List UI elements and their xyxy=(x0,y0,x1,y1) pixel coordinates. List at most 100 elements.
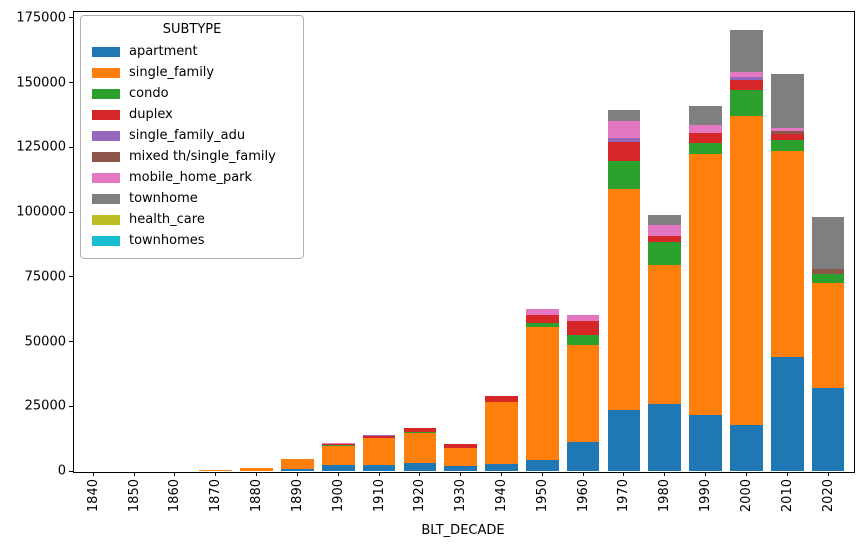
bar-segment-2000-duplex xyxy=(730,80,763,90)
bar-segment-1880-single_family xyxy=(240,468,273,471)
x-tick-label-1910: 1910 xyxy=(371,479,387,513)
legend-swatch-icon xyxy=(92,214,120,225)
bar-segment-1990-single_family xyxy=(689,153,722,416)
bar-segment-1990-apartment xyxy=(689,415,722,471)
legend-label: health_care xyxy=(129,212,205,227)
x-tick-label-1890: 1890 xyxy=(289,479,305,513)
x-tick-mark xyxy=(378,472,380,476)
x-tick-label-1930: 1930 xyxy=(453,479,469,513)
bar-segment-2020-condo xyxy=(811,274,845,284)
y-tick-label: 125000 xyxy=(16,139,66,155)
x-tick-mark xyxy=(92,472,94,476)
x-tick-label-1840: 1840 xyxy=(85,479,101,513)
legend-swatch-icon xyxy=(92,235,120,246)
x-tick-mark xyxy=(705,472,707,476)
bar-segment-2010-mixed_th_single_family xyxy=(770,130,804,134)
x-tick-label-1920: 1920 xyxy=(412,479,428,513)
bar-1920 xyxy=(403,428,437,471)
bar-segment-2000-mobile_home_park xyxy=(730,72,763,78)
legend-item-duplex: duplex xyxy=(89,104,295,125)
legend-item-health_care: health_care xyxy=(89,209,295,230)
bar-segment-1910-apartment xyxy=(362,464,396,471)
bar-segment-1890-duplex xyxy=(281,458,314,460)
x-tick-mark xyxy=(827,472,829,476)
bar-segment-2010-mobile_home_park xyxy=(770,128,804,131)
bar-segment-1950-duplex xyxy=(525,315,559,324)
legend-label: mobile_home_park xyxy=(129,170,253,185)
legend-swatch-icon xyxy=(92,151,120,162)
bar-segment-2020-apartment xyxy=(811,388,845,471)
bar-segment-1980-apartment xyxy=(648,404,682,471)
bar-segment-1980-condo xyxy=(648,241,682,266)
x-tick-label-1950: 1950 xyxy=(534,479,550,513)
bar-segment-1910-single_family xyxy=(362,438,396,465)
bar-segment-1940-duplex xyxy=(485,396,518,403)
bar-segment-1900-duplex xyxy=(321,443,355,446)
legend-label: single_family_adu xyxy=(129,128,246,143)
x-tick-mark xyxy=(664,472,666,476)
x-tick-label-1990: 1990 xyxy=(698,479,714,513)
x-tick-mark xyxy=(745,472,747,476)
x-tick-mark xyxy=(174,472,176,476)
bar-1870 xyxy=(199,469,233,471)
bar-segment-1960-single_family xyxy=(566,344,600,442)
legend-item-townhome: townhome xyxy=(89,188,295,209)
bar-segment-1900-mobile_home_park xyxy=(321,442,355,444)
bar-1960 xyxy=(566,314,600,471)
legend-item-mixed_th_single_family: mixed th/single_family xyxy=(89,146,295,167)
bar-segment-1940-single_family xyxy=(485,402,518,464)
bar-2020 xyxy=(811,216,845,471)
x-tick-label-2010: 2010 xyxy=(779,479,795,513)
y-tick-mark xyxy=(69,146,73,148)
x-tick-mark xyxy=(541,472,543,476)
bar-segment-1980-townhome xyxy=(648,215,682,226)
bar-segment-1870-single_family xyxy=(199,469,233,471)
bar-segment-1970-single_family_adu xyxy=(607,138,641,142)
bar-segment-1900-apartment xyxy=(321,465,355,471)
legend: SUBTYPE apartment single_family condo duple… xyxy=(80,15,304,259)
bar-1980 xyxy=(648,215,682,471)
bar-segment-2000-single_family_adu xyxy=(730,77,763,81)
bar-segment-2020-townhome xyxy=(811,216,845,270)
legend-item-apartment: apartment xyxy=(89,41,295,62)
bar-segment-1930-single_family xyxy=(444,447,478,466)
bar-segment-1970-apartment xyxy=(607,410,641,471)
bar-segment-1930-apartment xyxy=(444,465,478,471)
bar-segment-1960-mobile_home_park xyxy=(566,314,600,321)
x-tick-mark xyxy=(296,472,298,476)
y-tick-mark xyxy=(69,341,73,343)
bar-segment-1890-single_family xyxy=(281,459,314,469)
bar-segment-2010-apartment xyxy=(770,356,804,471)
bar-segment-1970-mobile_home_park xyxy=(607,120,641,139)
x-tick-mark xyxy=(419,472,421,476)
legend-swatch-icon xyxy=(92,109,120,120)
bar-segment-1920-condo xyxy=(403,432,437,433)
legend-item-single_family_adu: single_family_adu xyxy=(89,125,295,146)
bar-segment-1990-mobile_home_park xyxy=(689,124,722,134)
bar-segment-1930-duplex xyxy=(444,444,478,448)
y-tick-mark xyxy=(69,405,73,407)
x-tick-mark xyxy=(623,472,625,476)
bar-segment-2020-mixed_th_single_family xyxy=(811,269,845,275)
bar-segment-1910-duplex xyxy=(362,436,396,439)
legend-swatch-icon xyxy=(92,67,120,78)
y-tick-label: 75000 xyxy=(24,269,66,285)
legend-swatch-icon xyxy=(92,172,120,183)
y-tick-label: 25000 xyxy=(24,398,66,414)
bar-segment-2000-single_family xyxy=(730,116,763,426)
bar-segment-1920-single_family xyxy=(403,432,437,463)
bar-segment-2000-apartment xyxy=(730,425,763,471)
x-tick-label-1980: 1980 xyxy=(657,479,673,513)
bar-segment-2020-single_family xyxy=(811,283,845,389)
bar-1970 xyxy=(607,109,641,471)
bar-1990 xyxy=(689,106,722,471)
x-tick-mark xyxy=(501,472,502,476)
bar-segment-1970-duplex xyxy=(607,141,641,162)
bar-segment-1970-condo xyxy=(607,161,641,189)
bar-segment-2010-townhome xyxy=(770,73,804,129)
bar-segment-1990-townhome xyxy=(689,106,722,125)
legend-label: townhome xyxy=(129,191,198,206)
bar-segment-1950-mobile_home_park xyxy=(525,309,559,316)
legend-label: single_family xyxy=(129,65,215,80)
